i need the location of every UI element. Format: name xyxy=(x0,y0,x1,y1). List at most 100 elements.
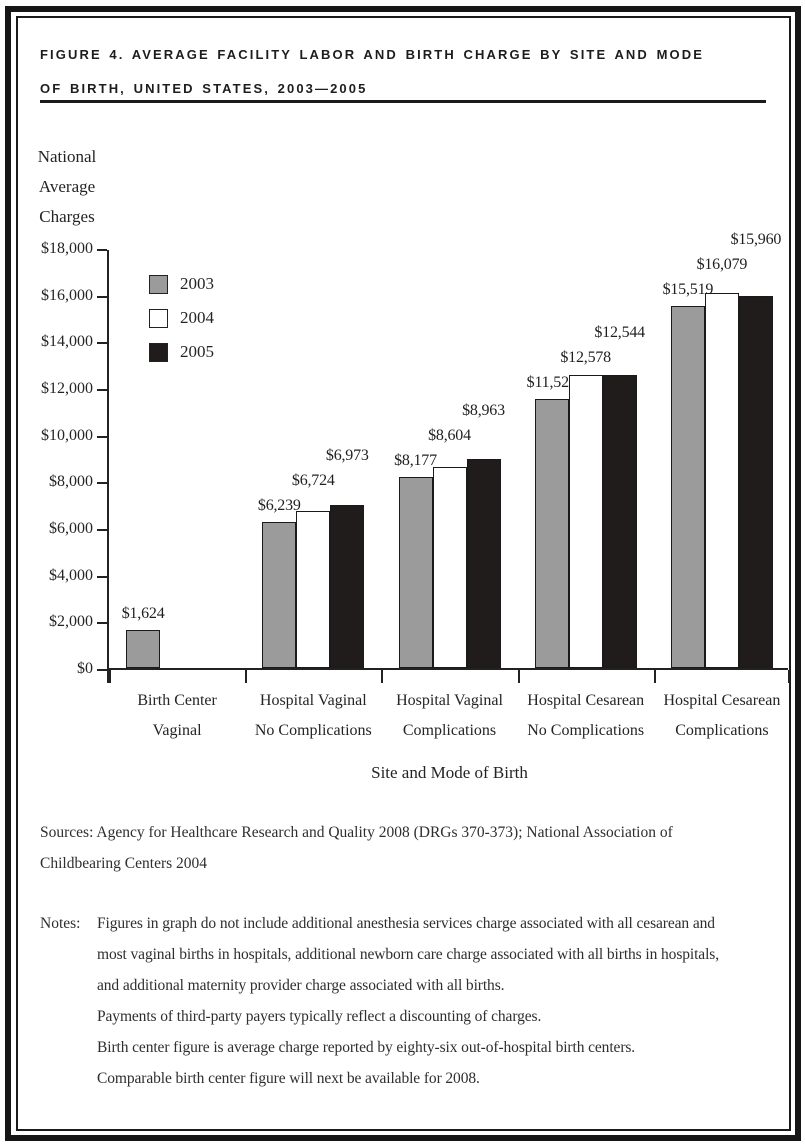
x-axis-category-label-line: Complications xyxy=(675,722,769,739)
x-axis-title: Site and Mode of Birth xyxy=(371,763,528,782)
figure-title-line1: FIGURE 4. AVERAGE FACILITY LABOR AND BIR… xyxy=(40,47,705,62)
bar-2003-1 xyxy=(126,630,161,668)
sources-line: Sources: Agency for Healthcare Research … xyxy=(40,824,673,841)
legend-label-2004: 2004 xyxy=(180,308,214,327)
bar-2005-3 xyxy=(466,458,501,668)
bar-chart-plot-area: 2003 2004 2005 Site and Mode of Birth $0 $2… xyxy=(41,231,790,782)
x-axis-category-tick xyxy=(245,670,248,683)
y-axis-tick-label: $6,000 xyxy=(49,520,93,537)
x-axis-category-tick xyxy=(517,670,520,683)
bar-2003-3 xyxy=(398,477,433,668)
x-axis-category-label-line: Hospital Cesarean xyxy=(527,692,645,709)
y-axis-tick xyxy=(97,622,107,625)
bar-value-label: $11,524 xyxy=(526,374,577,392)
bar-value-label: $15,960 xyxy=(730,230,782,248)
bar-value-label: $6,239 xyxy=(257,497,301,515)
x-axis-category-label-line: No Complications xyxy=(527,722,645,739)
bar-value-label: $8,604 xyxy=(428,427,471,445)
bar-2004-3 xyxy=(432,467,467,668)
y-axis-tick-label: $2,000 xyxy=(49,613,93,631)
legend-item-2004: 2004 xyxy=(149,301,214,335)
y-axis-tick-label: $0 xyxy=(77,660,93,677)
x-axis-category-tick xyxy=(381,670,384,683)
bar-value-label: $1,624 xyxy=(121,605,165,623)
y-axis-tick-label: $14,000 xyxy=(41,333,93,351)
notes-line: Comparable birth center figure will next… xyxy=(97,1070,480,1087)
y-axis-tick-label: $4,000 xyxy=(49,566,93,584)
x-axis-category-tick xyxy=(109,670,111,683)
y-axis-tick-label: $16,000 xyxy=(41,286,93,304)
legend-item-2005: 2005 xyxy=(149,335,214,369)
bar-value-label: $8,177 xyxy=(394,452,437,470)
bar-2005-2 xyxy=(330,505,365,668)
y-axis-tick xyxy=(97,669,107,671)
notes-text: Figures in graph do not include addition… xyxy=(97,908,780,1094)
x-axis-category-label-line: Vaginal xyxy=(152,722,202,739)
y-axis-tick xyxy=(97,295,107,298)
y-axis-tick-label: $18,000 xyxy=(41,240,93,257)
notes-line: Figures in graph do not include addition… xyxy=(97,915,715,932)
bar-value-label: $15,519 xyxy=(662,280,714,298)
legend-item-2003: 2003 xyxy=(149,267,214,301)
bar-value-label: $6,973 xyxy=(325,447,369,465)
bar-2005-4 xyxy=(602,375,637,668)
x-axis-category-label: Hospital Cesarean Complications xyxy=(663,686,780,746)
figure-title: FIGURE 4. AVERAGE FACILITY LABOR AND BIR… xyxy=(40,38,770,106)
legend-swatch-2003 xyxy=(149,274,168,294)
y-axis-tick xyxy=(97,249,107,251)
sources-line: Childbearing Centers 2004 xyxy=(40,855,208,872)
x-axis-category-label-line: Hospital Cesarean xyxy=(663,692,781,709)
bar-2004-5 xyxy=(704,292,739,668)
y-axis-tick-label: $8,000 xyxy=(49,473,93,491)
x-axis-category-tick xyxy=(653,670,656,683)
legend-swatch-2005 xyxy=(149,342,168,362)
x-axis-category-label-line: Complications xyxy=(402,722,497,739)
bar-value-label: $12,544 xyxy=(594,324,645,342)
y-axis-tick xyxy=(97,482,107,485)
bar-value-label: $12,578 xyxy=(560,349,611,367)
y-axis-tick-label: $12,000 xyxy=(41,380,93,397)
x-axis-category-label: Hospital Vaginal No Complications xyxy=(255,686,372,746)
y-axis-tick xyxy=(97,342,107,345)
chart-legend: 2003 2004 2005 xyxy=(149,267,214,369)
x-axis-category-label-line: No Complications xyxy=(254,722,372,739)
legend-label-2003: 2003 xyxy=(180,274,214,293)
bar-value-label: $8,963 xyxy=(462,402,505,420)
x-axis-category-label: Hospital Vaginal Complications xyxy=(396,686,503,746)
legend-label-2005: 2005 xyxy=(180,342,214,361)
y-axis-title-line: Average xyxy=(38,177,96,196)
notes-line: Payments of third-party payers typically… xyxy=(97,1008,542,1025)
bar-2005-5 xyxy=(738,295,773,668)
legend-swatch-2004 xyxy=(149,308,168,328)
x-axis-category-label-line: Birth Center xyxy=(137,692,217,709)
x-axis-category-tick xyxy=(788,670,790,683)
x-axis-category-label: Birth Center Vaginal xyxy=(137,686,217,746)
y-axis-title-line: National xyxy=(37,147,97,166)
y-axis-tick xyxy=(97,435,107,438)
notes-line: Birth center figure is average charge re… xyxy=(97,1039,636,1056)
title-rule xyxy=(40,100,766,103)
bar-2003-4 xyxy=(534,399,569,668)
y-axis-title-line: Charges xyxy=(39,207,95,226)
bar-2003-5 xyxy=(670,305,705,668)
y-axis-baseline-stub xyxy=(107,670,109,683)
bar-2004-4 xyxy=(568,374,603,668)
bar-value-label: $6,724 xyxy=(291,472,335,490)
x-axis-category-label: Hospital Cesarean No Complications xyxy=(527,686,644,746)
figure-title-line2: OF BIRTH, UNITED STATES, 2003—2005 xyxy=(40,81,368,96)
y-axis-tick-label: $10,000 xyxy=(41,426,93,444)
x-axis-category-label-line: Hospital Vaginal xyxy=(396,692,503,709)
notes-line: most vaginal births in hospitals, additi… xyxy=(97,946,720,963)
bar-2004-2 xyxy=(296,511,331,668)
y-axis-tick xyxy=(97,575,107,578)
y-axis-tick xyxy=(97,389,107,391)
bar-value-label: $16,079 xyxy=(696,255,748,273)
bar-2003-2 xyxy=(262,522,297,668)
sources-text: Sources: Agency for Healthcare Research … xyxy=(40,817,770,879)
y-axis-tick xyxy=(97,529,107,531)
notes-label: Notes: xyxy=(40,915,81,932)
x-axis-category-label-line: Hospital Vaginal xyxy=(259,692,367,709)
notes-line: and additional maternity provider charge… xyxy=(97,977,505,994)
y-axis-title: National Average Charges xyxy=(32,142,102,232)
